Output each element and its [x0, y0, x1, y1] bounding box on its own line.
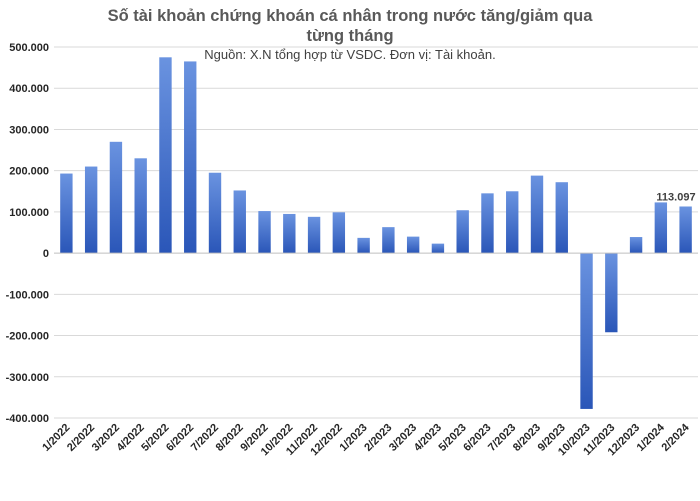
y-axis-tick-labels: 500.000 400.000 300.000 200.000 100.000 0 -100…: [6, 42, 49, 425]
bar: [406, 236, 420, 254]
x-tick-label: 2/2024: [659, 421, 692, 454]
chart-title-line1: Số tài khoản chứng khoán cá nhân trong n…: [107, 7, 593, 25]
y-tick-label: -200.000: [6, 331, 49, 343]
bar: [357, 237, 370, 254]
bar: [307, 216, 321, 254]
bar: [159, 57, 172, 254]
bar: [109, 141, 123, 254]
bar: [506, 191, 519, 254]
y-tick-label: -100.000: [6, 289, 49, 301]
bar: [258, 211, 271, 254]
y-tick-label: 100.000: [9, 207, 49, 219]
bar: [134, 158, 147, 254]
bar: [580, 253, 593, 409]
x-axis-tick-labels: 1/20222/20223/20224/20225/20226/20227/20…: [40, 421, 692, 458]
y-tick-label: -400.000: [6, 413, 49, 425]
chart-title: Số tài khoản chứng khoán cá nhân trong n…: [0, 6, 700, 46]
gridlines: [54, 46, 698, 419]
y-tick-label: 200.000: [9, 166, 49, 178]
chart-title-line2: từng tháng: [306, 27, 394, 45]
data-labels: 113.097: [656, 191, 695, 203]
y-tick-label: 400.000: [9, 83, 49, 95]
bar: [233, 190, 246, 254]
bar: [84, 166, 98, 254]
y-tick-label: 500.000: [9, 42, 49, 54]
bar: [481, 193, 494, 254]
bar: [456, 210, 469, 254]
bar: [629, 237, 643, 254]
bar: [530, 175, 544, 254]
bars: [60, 57, 692, 409]
bar: [283, 213, 296, 254]
bar: [654, 202, 668, 254]
bar: [332, 212, 346, 254]
bar: [184, 61, 197, 254]
bar: [431, 243, 445, 254]
bar: [382, 227, 395, 254]
y-tick-label: 0: [43, 248, 49, 260]
y-tick-label: -300.000: [6, 372, 49, 384]
bar: [679, 206, 692, 254]
data-label: 113.097: [656, 191, 695, 203]
chart-subtitle: Nguồn: X.N tổng hợp từ VSDC. Đơn vị: Tài…: [204, 47, 496, 62]
bar: [60, 173, 73, 254]
y-tick-label: 300.000: [9, 124, 49, 136]
bar: [555, 182, 568, 254]
bar: [605, 253, 618, 333]
bar: [208, 172, 222, 254]
